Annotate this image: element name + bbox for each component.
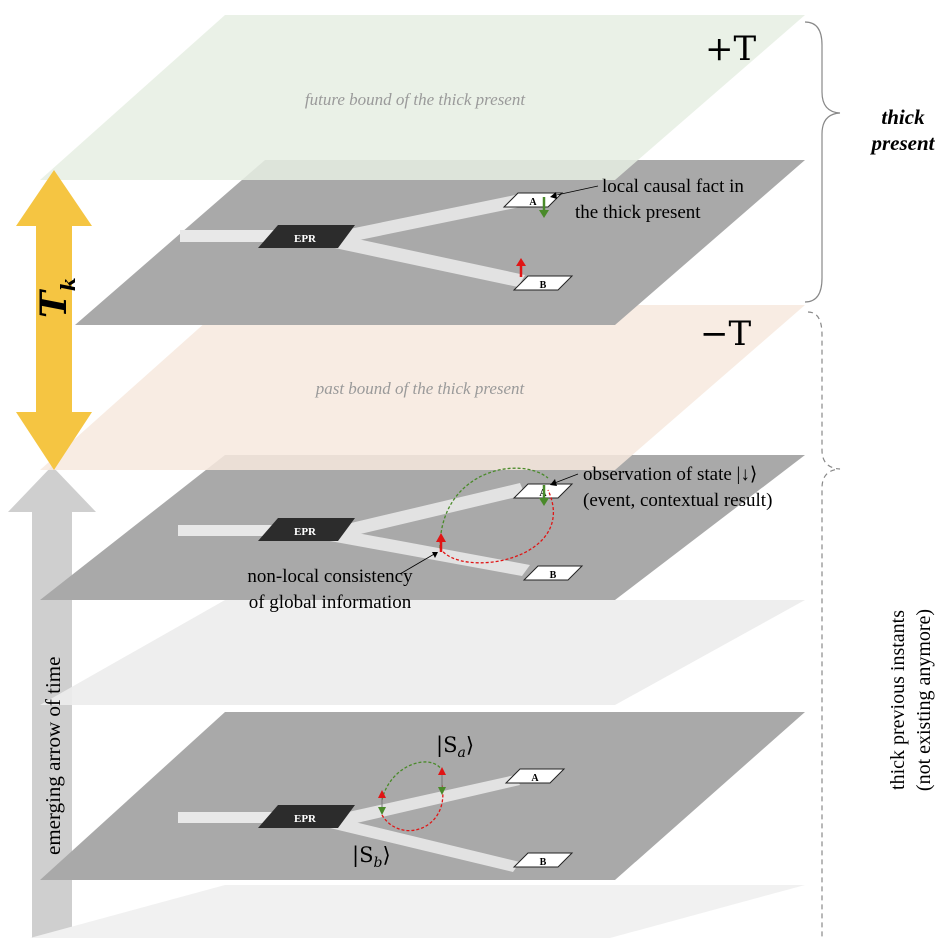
previous-instants-line1: thick previous instants	[887, 610, 909, 790]
thick-present-line2: present	[870, 131, 936, 155]
nonlocal-line2: of global information	[249, 592, 412, 613]
spin-down-arrow-2	[539, 485, 549, 506]
spin-up-arrow-2	[436, 533, 446, 552]
minus-t-label: −T	[700, 314, 751, 354]
time-arrow-label: emerging arrow of time	[41, 657, 65, 855]
slice-plane-1	[75, 160, 805, 325]
spin-down-arrow-1	[539, 197, 549, 218]
observation-line2: (event, contextual result)	[583, 490, 772, 511]
tk-label: Tk	[33, 277, 80, 318]
state-sb-label: |Sb⟩	[352, 843, 391, 871]
nonlocal-line1: non-local consistency	[247, 566, 413, 587]
faint-plane-middle	[40, 600, 805, 705]
svg-text:Tk: Tk	[33, 277, 80, 318]
observation-pointer	[550, 473, 579, 486]
past-bound-label: past bound of the thick present	[315, 379, 526, 398]
svg-text:B: B	[540, 857, 547, 868]
consistency-loop-3	[381, 761, 444, 832]
future-bound-label: future bound of the thick present	[305, 90, 526, 109]
spin-up-arrow-1	[516, 258, 526, 277]
detector-a-3: A	[504, 768, 566, 784]
future-bound-plane	[40, 15, 805, 180]
state-sa-label: |Sa⟩	[436, 733, 474, 761]
past-bound-plane	[40, 305, 805, 470]
observation-line1: observation of state |↓⟩	[583, 464, 757, 485]
svg-text:EPR: EPR	[294, 233, 317, 245]
spin-arrows-a-3	[438, 767, 446, 795]
thick-present-line1: thick	[881, 105, 925, 129]
slice-plane-3	[40, 712, 805, 880]
epr-source-2: EPR	[258, 518, 355, 541]
detector-a-1: A	[502, 192, 564, 208]
svg-text:A: A	[529, 197, 537, 208]
tk-double-arrow	[16, 170, 92, 470]
thick-present-brace	[804, 21, 841, 303]
svg-text:B: B	[540, 280, 547, 291]
spin-arrows-b-3	[378, 790, 386, 815]
detector-b-3: B	[512, 852, 574, 868]
svg-text:EPR: EPR	[294, 526, 317, 538]
faint-plane-bottom	[30, 885, 805, 938]
detector-b-2: B	[522, 565, 584, 581]
nonlocal-pointer	[399, 552, 438, 575]
epr-source-3: EPR	[258, 805, 355, 828]
detector-b-1: B	[512, 275, 574, 291]
svg-text:EPR: EPR	[294, 813, 317, 825]
local-fact-line2: the thick present	[575, 202, 701, 223]
svg-text:A: A	[531, 773, 539, 784]
previous-instants-line2: (not existing anymore)	[913, 609, 935, 791]
local-fact-pointer	[550, 185, 599, 199]
slice-plane-2	[40, 455, 805, 600]
svg-text:B: B	[550, 570, 557, 581]
consistency-loop-2	[439, 467, 555, 564]
previous-instants-brace	[807, 311, 841, 938]
epr-source-1: EPR	[258, 225, 355, 248]
local-fact-line1: local causal fact in	[602, 176, 744, 197]
plus-t-label: +T	[705, 29, 756, 69]
